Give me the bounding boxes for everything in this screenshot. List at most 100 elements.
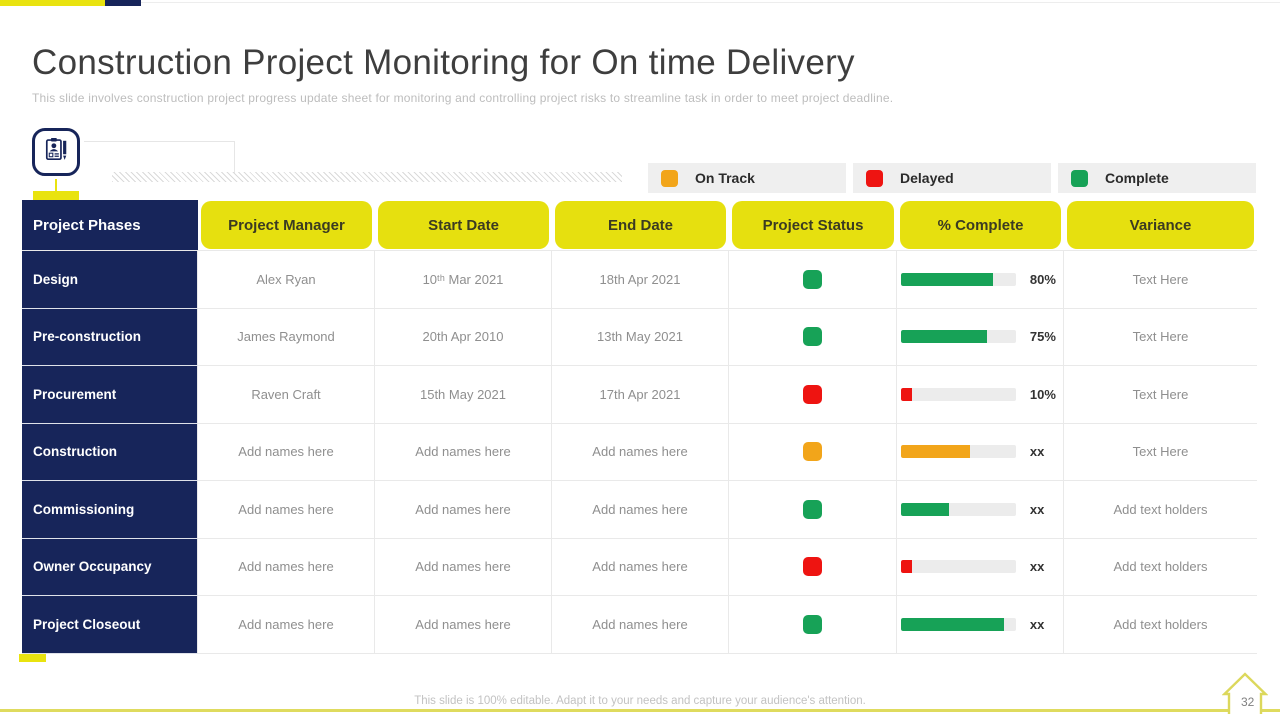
table-row: Owner Occupancy Add names here Add names… [22, 538, 1257, 596]
phase-cell: Project Closeout [22, 596, 198, 654]
end-date-cell[interactable]: Add names here [552, 596, 729, 654]
table-row: Design Alex Ryan 10ᵗʰ Mar 2021 18th Apr … [22, 251, 1257, 309]
status-cell [729, 481, 897, 539]
phase-cell: Pre-construction [22, 308, 198, 366]
variance-cell[interactable]: Add text holders [1064, 596, 1257, 654]
home-icon: 32 [1221, 672, 1269, 718]
progress-bar-fill [901, 330, 988, 344]
manager-cell: Raven Craft [198, 366, 375, 424]
footer-note: This slide is 100% editable. Adapt it to… [414, 695, 866, 707]
status-cell [729, 538, 897, 596]
pct-complete-cell: xx [897, 538, 1064, 596]
pct-label: 80% [1029, 271, 1056, 287]
pct-complete-cell: xx [897, 423, 1064, 481]
clipboard-person-checklist-icon [39, 133, 73, 172]
progress-bar-fill [901, 560, 913, 574]
complete-swatch-icon [1071, 169, 1088, 187]
progress-bar-track [901, 330, 1016, 344]
manager-cell[interactable]: Add names here [198, 596, 375, 654]
hatched-divider-line [112, 172, 622, 182]
manager-cell[interactable]: Add names here [198, 423, 375, 481]
status-indicator-icon [803, 269, 822, 289]
variance-cell[interactable]: Text Here [1064, 424, 1257, 481]
status-indicator-icon [803, 499, 822, 519]
bottom-accent-line [0, 709, 1280, 712]
header-pct-complete: % Complete [900, 201, 1061, 249]
end-date-cell[interactable]: Add names here [552, 423, 729, 481]
legend-label: On Track [695, 170, 755, 186]
header-icon-frame [32, 128, 80, 176]
variance-cell[interactable]: Text Here [1064, 251, 1257, 309]
end-date-cell: 13th May 2021 [552, 308, 729, 366]
delayed-swatch-icon [866, 169, 883, 187]
end-date-cell[interactable]: Add names here [552, 481, 729, 539]
status-cell [729, 596, 897, 654]
start-date-cell[interactable]: Add names here [375, 596, 552, 654]
progress-bar-fill [901, 445, 970, 459]
phase-cell: Owner Occupancy [22, 538, 198, 596]
end-date-cell: 17th Apr 2021 [552, 366, 729, 424]
header-project-phases: Project Phases [22, 200, 198, 250]
legend-item-delayed: Delayed [853, 163, 1051, 193]
progress-bar-track [901, 617, 1016, 631]
table-header-row: Project Phases Project Manager Start Dat… [22, 200, 1257, 250]
manager-cell: James Raymond [198, 308, 375, 366]
status-indicator-icon [803, 384, 822, 404]
phase-cell: Design [22, 251, 198, 309]
manager-cell[interactable]: Add names here [198, 538, 375, 596]
page-subtitle: This slide involves construction project… [32, 91, 894, 105]
status-indicator-icon [803, 614, 822, 634]
start-date-cell[interactable]: Add names here [375, 538, 552, 596]
top-accent-line [141, 2, 1280, 3]
icon-stem-line [55, 179, 57, 193]
progress-bar-track [901, 272, 1016, 286]
variance-cell[interactable]: Add text holders [1064, 481, 1257, 539]
start-date-cell[interactable]: Add names here [375, 423, 552, 481]
top-accent-bar-yellow [0, 0, 105, 6]
manager-cell[interactable]: Add names here [198, 481, 375, 539]
status-indicator-icon [803, 557, 822, 577]
progress-bar-track [901, 445, 1016, 459]
start-date-cell[interactable]: Add names here [375, 481, 552, 539]
pct-complete-cell: 10% [897, 366, 1064, 424]
start-date-cell: 10ᵗʰ Mar 2021 [375, 251, 552, 309]
header-project-manager: Project Manager [201, 201, 372, 249]
progress-bar-track [901, 387, 1016, 401]
pct-complete-cell: 80% [897, 251, 1064, 309]
status-legend: On Track Delayed Complete [648, 163, 1256, 193]
phase-cell: Construction [22, 423, 198, 481]
variance-cell[interactable]: Add text holders [1064, 539, 1257, 596]
page-number-marker[interactable]: 32 [1221, 670, 1269, 719]
progress-bar-fill [901, 617, 1005, 631]
status-indicator-icon [803, 327, 822, 347]
manager-cell: Alex Ryan [198, 251, 375, 309]
pct-label: 10% [1029, 386, 1056, 402]
pct-complete-cell: xx [897, 596, 1064, 654]
legend-item-on-track: On Track [648, 163, 846, 193]
progress-bar-fill [901, 387, 913, 401]
pct-label: xx [1029, 501, 1045, 517]
progress-bar-track [901, 560, 1016, 574]
status-cell [729, 423, 897, 481]
pct-label: 75% [1029, 329, 1056, 345]
pct-complete-cell: xx [897, 481, 1064, 539]
table-row: Commissioning Add names here Add names h… [22, 481, 1257, 539]
header-start-date: Start Date [378, 201, 549, 249]
variance-cell[interactable]: Text Here [1064, 366, 1257, 424]
project-table: Project Phases Project Manager Start Dat… [22, 200, 1257, 654]
progress-bar-fill [901, 502, 950, 516]
yellow-accent-chip-bottom [19, 654, 46, 662]
page-number: 32 [1241, 695, 1255, 709]
yellow-accent-chip-top [33, 191, 79, 201]
table-body: Design Alex Ryan 10ᵗʰ Mar 2021 18th Apr … [22, 250, 1257, 654]
legend-item-complete: Complete [1058, 163, 1256, 193]
header-project-status: Project Status [732, 201, 894, 249]
header-end-date: End Date [555, 201, 726, 249]
status-indicator-icon [803, 442, 822, 462]
start-date-cell: 20th Apr 2010 [375, 308, 552, 366]
variance-cell[interactable]: Text Here [1064, 309, 1257, 366]
pct-complete-cell: 75% [897, 308, 1064, 366]
end-date-cell[interactable]: Add names here [552, 538, 729, 596]
header-variance: Variance [1067, 201, 1254, 249]
